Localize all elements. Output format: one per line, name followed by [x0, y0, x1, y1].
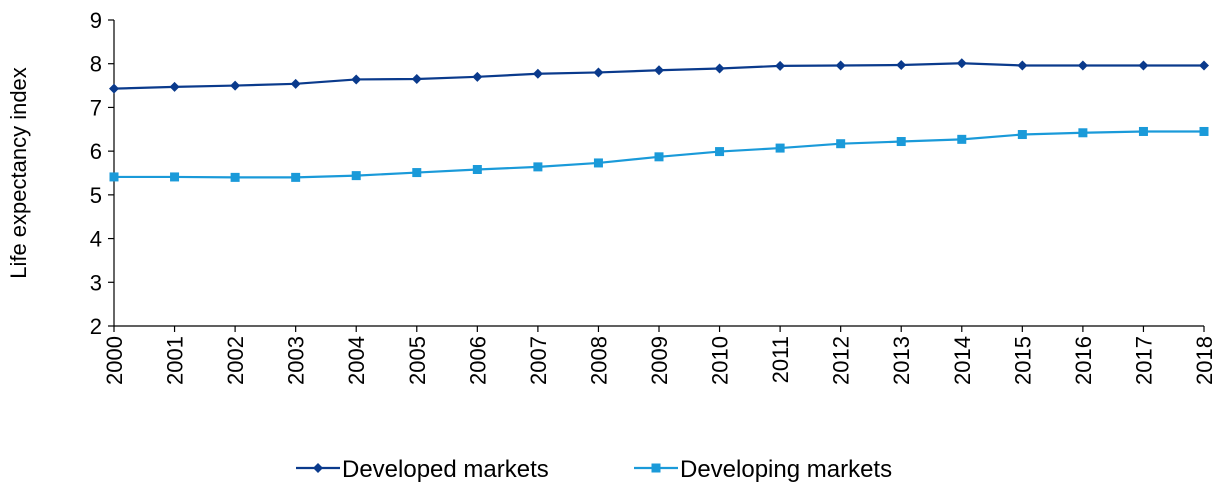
data-point [109, 83, 119, 94]
x-tick-label: 2004 [344, 336, 369, 385]
y-tick-label: 8 [90, 52, 102, 77]
legend-marker [313, 463, 323, 473]
axes [108, 19, 1205, 332]
data-point [1077, 60, 1088, 71]
data-point [169, 81, 180, 92]
data-point [1199, 60, 1209, 71]
data-point [654, 65, 664, 76]
y-tick-label: 6 [90, 139, 102, 164]
x-tick-label: 2011 [768, 336, 793, 383]
data-point [291, 172, 301, 182]
x-tick-labels: 2000 2001 2002 2003 2004 2005 2006 2007 2008 2009… [102, 336, 1217, 385]
data-point [775, 60, 786, 71]
data-point [109, 172, 119, 182]
legend-label: Developed markets [342, 456, 549, 483]
legend-label: Developing markets [680, 456, 892, 483]
y-tick-label: 3 [90, 270, 102, 295]
series-developed-markets [109, 58, 1209, 94]
data-point [411, 74, 422, 85]
data-point [533, 162, 543, 172]
data-point [230, 172, 240, 182]
y-tick-label: 7 [90, 95, 102, 120]
data-point [896, 60, 907, 71]
data-point [1199, 126, 1209, 136]
x-tick-label: 2005 [405, 336, 430, 385]
data-point [956, 58, 967, 69]
data-point [230, 80, 241, 91]
series-developing-markets [109, 126, 1209, 182]
data-point [896, 137, 906, 147]
data-point [775, 143, 785, 153]
x-tick-label: 2013 [889, 336, 914, 385]
data-point [1017, 60, 1028, 71]
x-tick-label: 2002 [223, 336, 248, 385]
legend-marker [651, 463, 661, 473]
data-point [170, 172, 180, 182]
x-tick-label: 2012 [829, 336, 854, 385]
x-tick-label: 2003 [284, 336, 309, 385]
data-point [412, 168, 422, 178]
data-point [1078, 128, 1088, 138]
data-point [1138, 126, 1148, 136]
data-point [957, 134, 967, 144]
data-point [715, 147, 725, 157]
x-tick-label: 2009 [647, 336, 672, 385]
y-tick-label: 5 [90, 183, 102, 208]
data-point [593, 158, 603, 168]
data-point [593, 67, 604, 78]
x-tick-label: 2010 [708, 336, 733, 385]
data-point [532, 68, 543, 79]
x-tick-label: 2015 [1010, 336, 1035, 385]
y-tick-label: 9 [90, 8, 102, 33]
x-tick-label: 2008 [586, 336, 611, 385]
x-tick-label: 2017 [1131, 336, 1156, 385]
x-tick-label: 2014 [950, 336, 975, 385]
data-point [836, 139, 846, 149]
data-point [1017, 130, 1027, 140]
data-point [351, 171, 361, 181]
x-tick-label: 2000 [102, 336, 127, 385]
legend: Developed markets Developing markets [296, 456, 892, 483]
y-tick-label: 4 [90, 227, 102, 252]
x-tick-label: 2001 [163, 336, 188, 385]
series-group [109, 58, 1209, 182]
y-tick-labels: 2 3 4 5 6 7 8 9 [90, 8, 102, 339]
legend-item: Developed markets [296, 456, 549, 483]
data-point [472, 71, 483, 82]
data-point [290, 78, 301, 89]
data-point [654, 152, 664, 162]
x-tick-label: 2007 [526, 336, 551, 385]
x-tick-label: 2018 [1192, 336, 1217, 385]
x-tick-label: 2006 [465, 336, 490, 385]
y-tick-label: 2 [90, 314, 102, 339]
data-point [835, 60, 846, 71]
data-point [1138, 60, 1149, 71]
data-point [351, 74, 362, 85]
data-point [472, 165, 482, 175]
data-point [714, 63, 725, 74]
x-tick-label: 2016 [1071, 336, 1096, 385]
legend-item: Developing markets [634, 456, 892, 483]
y-axis-label: Life expectancy index [6, 67, 31, 279]
